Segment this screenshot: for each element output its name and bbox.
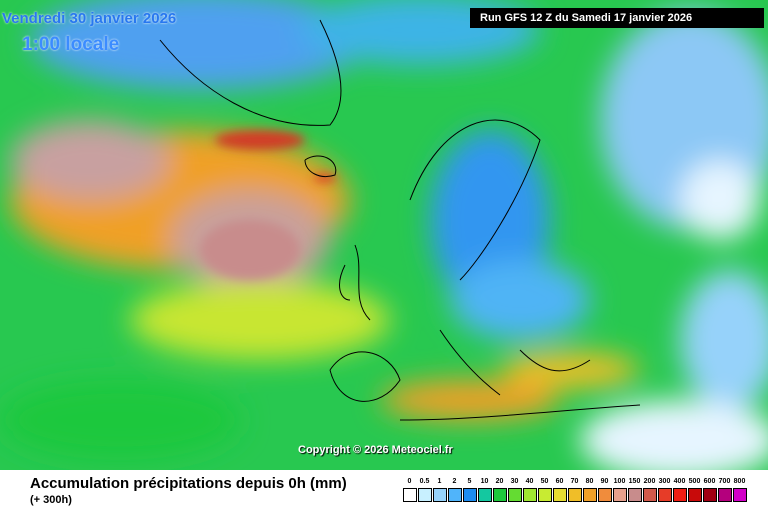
legend-label: 90 bbox=[600, 478, 609, 485]
legend-label: 2 bbox=[452, 478, 457, 485]
legend-label: 50 bbox=[540, 478, 549, 485]
legend-label: 100 bbox=[613, 478, 626, 485]
color-legend: 0 0.5 1 2 5 10 20 30 40 50 60 70 80 90 100 150 200 300 400… bbox=[402, 478, 747, 502]
run-info: Run GFS 12 Z du Samedi 17 janvier 2026 bbox=[470, 8, 764, 28]
legend-item: 30 bbox=[507, 478, 522, 502]
legend-item: 0 bbox=[402, 478, 417, 502]
map-title: Accumulation précipitations depuis 0h (m… bbox=[30, 475, 347, 492]
legend-label: 1 bbox=[437, 478, 442, 485]
legend-swatch bbox=[612, 488, 627, 502]
forecast-time: 1:00 locale bbox=[22, 34, 120, 55]
legend-label: 80 bbox=[585, 478, 594, 485]
legend-item: 60 bbox=[552, 478, 567, 502]
legend-swatch bbox=[537, 488, 552, 502]
legend-swatch bbox=[597, 488, 612, 502]
lead-time: (+ 300h) bbox=[30, 494, 72, 506]
legend-item: 50 bbox=[537, 478, 552, 502]
legend-swatch bbox=[672, 488, 687, 502]
legend-item: 300 bbox=[657, 478, 672, 502]
legend-item: 700 bbox=[717, 478, 732, 502]
legend-swatch bbox=[627, 488, 642, 502]
legend-label: 40 bbox=[525, 478, 534, 485]
legend-item: 20 bbox=[492, 478, 507, 502]
legend-item: 0.5 bbox=[417, 478, 432, 502]
legend-item: 150 bbox=[627, 478, 642, 502]
legend-label: 400 bbox=[673, 478, 686, 485]
coastlines bbox=[159, 19, 641, 421]
legend-label: 70 bbox=[570, 478, 579, 485]
copyright: Copyright © 2026 Meteociel.fr bbox=[298, 444, 453, 456]
legend-label: 700 bbox=[718, 478, 731, 485]
legend-item: 400 bbox=[672, 478, 687, 502]
legend-swatch bbox=[492, 488, 507, 502]
legend-label: 600 bbox=[703, 478, 716, 485]
legend-label: 5 bbox=[467, 478, 472, 485]
legend-label: 0 bbox=[407, 478, 412, 485]
legend-item: 800 bbox=[732, 478, 747, 502]
legend-swatch bbox=[732, 488, 747, 502]
legend-label: 500 bbox=[688, 478, 701, 485]
legend-swatch bbox=[702, 488, 717, 502]
legend-swatch bbox=[432, 488, 447, 502]
legend-swatch bbox=[717, 488, 732, 502]
legend-swatch bbox=[657, 488, 672, 502]
forecast-date: Vendredi 30 janvier 2026 bbox=[2, 10, 177, 27]
legend-label: 150 bbox=[628, 478, 641, 485]
legend-label: 20 bbox=[495, 478, 504, 485]
legend-item: 90 bbox=[597, 478, 612, 502]
legend-item: 70 bbox=[567, 478, 582, 502]
legend-label: 300 bbox=[658, 478, 671, 485]
legend-swatch bbox=[417, 488, 432, 502]
legend-swatch bbox=[687, 488, 702, 502]
legend-label: 10 bbox=[480, 478, 489, 485]
legend-swatch bbox=[402, 488, 417, 502]
legend-item: 5 bbox=[462, 478, 477, 502]
legend-item: 10 bbox=[477, 478, 492, 502]
legend-item: 500 bbox=[687, 478, 702, 502]
legend-swatch bbox=[507, 488, 522, 502]
legend-item: 80 bbox=[582, 478, 597, 502]
legend-swatch bbox=[642, 488, 657, 502]
legend-swatch bbox=[567, 488, 582, 502]
legend-swatch bbox=[522, 488, 537, 502]
legend-label: 800 bbox=[733, 478, 746, 485]
legend-item: 600 bbox=[702, 478, 717, 502]
legend-label: 0.5 bbox=[419, 478, 430, 485]
legend-item: 40 bbox=[522, 478, 537, 502]
legend-swatch bbox=[582, 488, 597, 502]
legend-item: 200 bbox=[642, 478, 657, 502]
legend-swatch bbox=[552, 488, 567, 502]
legend-item: 100 bbox=[612, 478, 627, 502]
legend-label: 60 bbox=[555, 478, 564, 485]
legend-label: 30 bbox=[510, 478, 519, 485]
legend-swatch bbox=[447, 488, 462, 502]
legend-item: 2 bbox=[447, 478, 462, 502]
legend-item: 1 bbox=[432, 478, 447, 502]
legend-swatch bbox=[477, 488, 492, 502]
legend-swatch bbox=[462, 488, 477, 502]
precip-map bbox=[0, 0, 768, 470]
legend-label: 200 bbox=[643, 478, 656, 485]
